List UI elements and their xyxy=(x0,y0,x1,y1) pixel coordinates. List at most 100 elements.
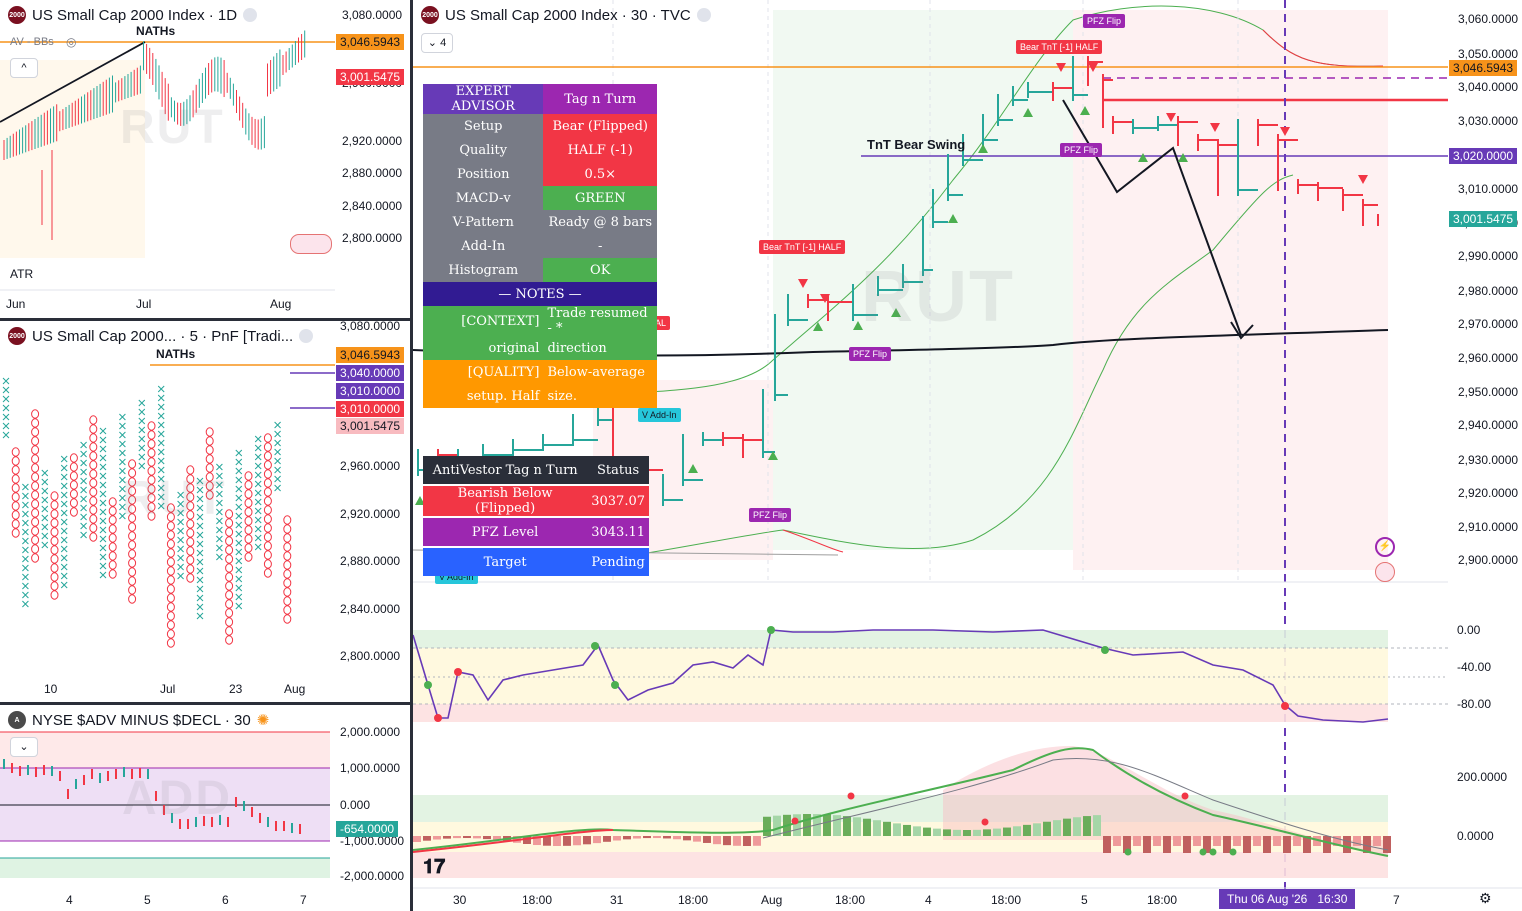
indicators-toggle[interactable]: ⌄ 4 xyxy=(421,33,453,53)
x-tick: 30 xyxy=(453,893,467,907)
price-tag: 3,010.0000 xyxy=(336,383,405,399)
pnf-x-mark xyxy=(138,408,146,416)
pnf-x-mark xyxy=(99,454,107,462)
pnf-x-mark xyxy=(177,536,184,544)
more-icon[interactable] xyxy=(299,329,314,343)
flag-icon[interactable] xyxy=(290,234,332,254)
price-tag: 3,046.5943 xyxy=(336,347,405,363)
pnf-x-mark xyxy=(235,566,243,574)
pnf-o-mark xyxy=(11,528,20,538)
pnf-o-mark xyxy=(31,553,40,563)
histogram-bar xyxy=(1203,836,1211,853)
pnf-x-mark xyxy=(254,489,262,497)
exchange-logo-icon: A xyxy=(8,711,26,729)
pnf-x-mark xyxy=(2,377,10,385)
x-tick: Aug xyxy=(284,682,306,696)
pnf-x-mark xyxy=(157,403,165,411)
histogram-bar xyxy=(823,814,831,836)
pnf-x-mark xyxy=(177,554,184,562)
expert-advisor-table: EXPERT ADVISOR Tag n Turn Setup Bear (Flip… xyxy=(423,84,657,408)
y-tick: 2,940.0000 xyxy=(1458,418,1519,432)
buy-marker xyxy=(1080,106,1090,115)
tradingview-logo-icon[interactable]: 𝟏𝟕 xyxy=(423,856,446,878)
pnf-o-mark xyxy=(69,498,78,508)
settings-icon[interactable]: ⚙ xyxy=(1479,890,1492,906)
pnf-x-mark xyxy=(2,404,10,412)
collapse-button[interactable]: ^ xyxy=(10,58,38,78)
macd-signal-dot xyxy=(1199,848,1207,856)
pnf-x-mark xyxy=(177,545,184,553)
daily-chart-pane[interactable]: 2000 US Small Cap 2000 Index · 1D AV - B… xyxy=(0,0,410,318)
pnf-x-mark xyxy=(138,435,146,443)
x-tick: Aug xyxy=(761,893,783,907)
pnf-x-mark xyxy=(60,581,68,589)
histogram-bar xyxy=(743,836,751,846)
x-tick: 5 xyxy=(1081,893,1088,907)
pnf-x-mark xyxy=(60,455,68,463)
pnf-x-mark xyxy=(22,573,29,581)
pnf-x-mark xyxy=(138,426,146,434)
pane-separator[interactable] xyxy=(0,318,410,321)
collapse-button[interactable]: ⌄ xyxy=(10,737,38,757)
pnf-o-mark xyxy=(244,480,253,490)
histogram-bar xyxy=(603,836,611,842)
x-tick: 7 xyxy=(300,893,307,907)
pnf-o-mark xyxy=(225,509,234,519)
pnf-x-mark xyxy=(196,612,204,620)
pnf-x-mark xyxy=(235,602,243,610)
pnf-x-mark xyxy=(196,576,204,584)
pnf-o-mark xyxy=(263,451,272,461)
histogram-bar xyxy=(643,836,651,839)
y-tick: 2,800.0000 xyxy=(342,231,403,245)
add-chart-pane[interactable]: A NYSE $ADV MINUS $DECL · 30 ✺ ⌄ ADD 2,0… xyxy=(0,705,410,911)
more-icon[interactable] xyxy=(696,8,711,22)
x-tick: Jul xyxy=(160,682,176,696)
pnf-x-mark xyxy=(99,571,107,579)
alert-icon[interactable]: ⚡ xyxy=(1375,537,1395,557)
pnf-o-mark xyxy=(50,572,59,582)
pnf-o-mark xyxy=(108,506,117,516)
eye-icon[interactable]: ◎ xyxy=(66,35,77,49)
pnf-x-mark xyxy=(60,482,68,490)
histogram-bar xyxy=(1143,836,1151,853)
histogram-bar xyxy=(873,820,881,836)
y-tick: 2,970.0000 xyxy=(1458,317,1519,331)
histogram-bar xyxy=(413,836,421,842)
histogram-bar xyxy=(1023,824,1031,836)
pane-separator[interactable] xyxy=(0,702,410,705)
histogram-bar xyxy=(1013,826,1021,836)
pnf-o-mark xyxy=(186,564,195,574)
price-axis[interactable]: 3,060.0000 3,050.0000 3,040.0000 3,030.0000… xyxy=(1448,0,1522,582)
pnf-x-mark xyxy=(177,563,184,571)
pnf-chart-pane[interactable]: 2000 US Small Cap 2000... · 5 · PnF [Tra… xyxy=(0,321,410,702)
pnf-o-mark xyxy=(89,460,98,470)
pnf-x-mark xyxy=(60,491,68,499)
pnf-x-mark xyxy=(157,385,165,393)
pnf-x-mark xyxy=(254,444,262,452)
pnf-x-mark xyxy=(80,441,87,449)
pnf-o-mark xyxy=(31,508,40,518)
pnf-o-mark xyxy=(31,481,40,491)
pnf-x-mark xyxy=(235,449,243,457)
pnf-x-mark xyxy=(254,498,262,506)
histogram-bar xyxy=(1183,836,1191,853)
histogram-bar xyxy=(483,836,491,840)
flag-icon[interactable] xyxy=(1375,562,1395,582)
pnf-x-mark xyxy=(22,519,29,527)
buy-marker xyxy=(1023,108,1033,117)
pnf-x-mark xyxy=(60,518,68,526)
main-chart-pane[interactable]: 2000 US Small Cap 2000 Index · 30 · TVC … xyxy=(413,0,1522,911)
pnf-o-mark xyxy=(283,560,292,570)
pane-separator-vertical[interactable] xyxy=(410,0,413,911)
histogram-bar xyxy=(963,829,971,836)
pnf-x-mark xyxy=(235,512,243,520)
pnf-x-mark xyxy=(196,585,204,593)
pnf-x-mark xyxy=(119,449,126,457)
pnf-o-mark xyxy=(50,491,59,501)
pnf-x-mark xyxy=(177,500,184,508)
rut-logo-icon: 2000 xyxy=(8,6,26,24)
buy-marker xyxy=(978,144,988,153)
more-icon[interactable] xyxy=(243,8,258,22)
pnf-x-mark xyxy=(99,490,107,498)
pnf-o-mark xyxy=(50,563,59,573)
